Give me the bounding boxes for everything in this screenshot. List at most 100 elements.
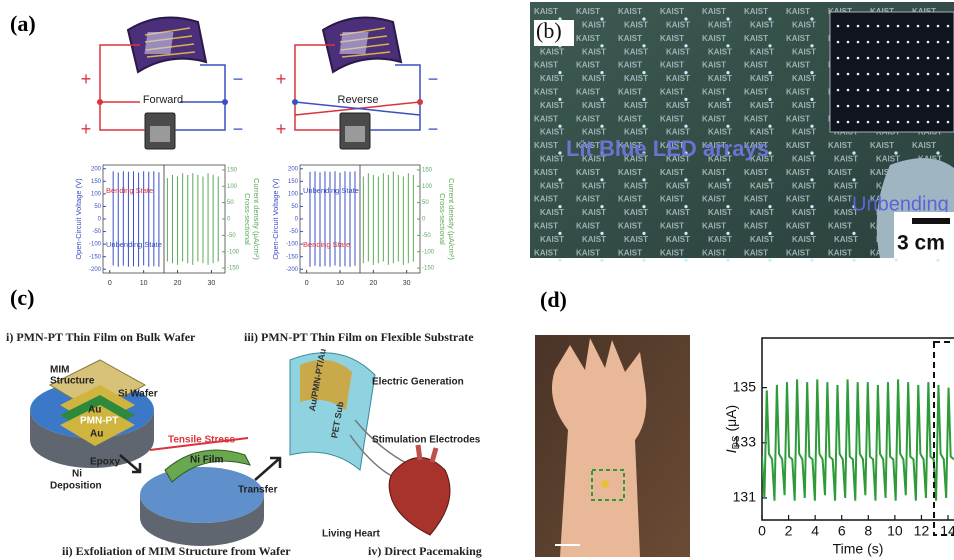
- x-tick-label: 20: [174, 280, 182, 287]
- led: [558, 231, 562, 235]
- tile-text: KAIST: [702, 168, 726, 177]
- sensor: [601, 480, 609, 488]
- led: [642, 17, 646, 21]
- led: [810, 178, 814, 182]
- led: [836, 104, 840, 108]
- tile-text: KAIST: [708, 235, 732, 244]
- led: [768, 231, 772, 235]
- led: [906, 72, 910, 76]
- led: [936, 258, 940, 262]
- tile-text: KAIST: [660, 34, 684, 43]
- led: [810, 205, 814, 209]
- tile-text: KAIST: [576, 88, 600, 97]
- led: [810, 231, 814, 235]
- y-tick-label: 131: [733, 489, 757, 505]
- tile-text: KAIST: [582, 208, 606, 217]
- wire: [370, 64, 421, 131]
- led: [916, 56, 920, 60]
- tile-text: KAIST: [702, 141, 726, 150]
- tile-text: KAIST: [750, 47, 774, 56]
- label: i) PMN-PT Thin Film on Bulk Wafer: [6, 330, 196, 344]
- tile-text: KAIST: [792, 101, 816, 110]
- tile-text: KAIST: [618, 248, 642, 257]
- tile-text: KAIST: [624, 47, 648, 56]
- led: [600, 17, 604, 21]
- y-tick-label: -50: [289, 229, 298, 235]
- led: [642, 205, 646, 209]
- led: [896, 120, 900, 124]
- tile-text: KAIST: [660, 222, 684, 231]
- led: [866, 40, 870, 44]
- tile-text: KAIST: [582, 128, 606, 137]
- led: [836, 120, 840, 124]
- label: Electric Generation: [372, 377, 464, 388]
- led: [726, 124, 730, 128]
- tile-text: KAIST: [582, 74, 606, 83]
- tile-text: KAIST: [576, 114, 600, 123]
- state-label: Unbending State: [106, 240, 162, 249]
- y-axis-label: IDS (μA): [723, 405, 742, 453]
- led: [810, 44, 814, 48]
- led: [852, 178, 856, 182]
- tile-text: KAIST: [786, 248, 810, 257]
- y2-axis-label: Current density (μA/cm²): [252, 178, 261, 260]
- led: [896, 104, 900, 108]
- tile-text: KAIST: [540, 101, 564, 110]
- hand: [551, 338, 647, 557]
- tile-text: KAIST: [666, 181, 690, 190]
- tile-text: KAIST: [534, 248, 558, 257]
- tile-text: KAIST: [576, 222, 600, 231]
- led: [810, 258, 814, 262]
- x-tick-label: 10: [336, 280, 344, 287]
- tile-text: KAIST: [660, 195, 684, 204]
- led: [726, 17, 730, 21]
- y2-tick-label: 0: [227, 217, 231, 223]
- tile-text: KAIST: [618, 61, 642, 70]
- node: [222, 99, 228, 105]
- led: [852, 258, 856, 262]
- led: [916, 40, 920, 44]
- tile-text: KAIST: [576, 61, 600, 70]
- led: [600, 71, 604, 75]
- led: [600, 97, 604, 101]
- tile-text: KAIST: [786, 7, 810, 16]
- tile-text: KAIST: [666, 21, 690, 30]
- led: [846, 72, 850, 76]
- led: [856, 104, 860, 108]
- tile-text: KAIST: [534, 195, 558, 204]
- tile-text: KAIST: [744, 88, 768, 97]
- tile-text: KAIST: [708, 74, 732, 83]
- plus-sign: +: [276, 69, 287, 89]
- arrow: [254, 456, 282, 481]
- scale-label: 3 cm: [897, 232, 945, 255]
- led: [810, 17, 814, 21]
- tile-text: KAIST: [666, 235, 690, 244]
- tile-text: KAIST: [708, 21, 732, 30]
- label: Au: [90, 429, 103, 440]
- tile-text: KAIST: [792, 47, 816, 56]
- plus-sign: +: [81, 119, 92, 139]
- led: [726, 151, 730, 155]
- led: [936, 151, 940, 155]
- tile-text: KAIST: [618, 114, 642, 123]
- y2-axis-label: Cross-sectional: [243, 193, 252, 245]
- x-tick-label: 8: [864, 523, 872, 539]
- tile-text: KAIST: [828, 222, 852, 231]
- led: [896, 88, 900, 92]
- tile-text: KAIST: [828, 141, 852, 150]
- y2-tick-label: 100: [422, 184, 433, 190]
- led: [936, 24, 940, 28]
- y-tick-label: -100: [89, 242, 102, 248]
- tile-text: KAIST: [744, 61, 768, 70]
- led: [886, 56, 890, 60]
- led: [558, 151, 562, 155]
- exfoliated: [164, 449, 251, 483]
- led: [846, 88, 850, 92]
- tile-text: KAIST: [786, 168, 810, 177]
- state-label: Bending State: [303, 240, 350, 249]
- x-axis-label: Time (s): [833, 541, 884, 557]
- y2-tick-label: -50: [422, 233, 431, 239]
- wafer: [140, 495, 264, 546]
- led: [926, 120, 930, 124]
- led: [936, 88, 940, 92]
